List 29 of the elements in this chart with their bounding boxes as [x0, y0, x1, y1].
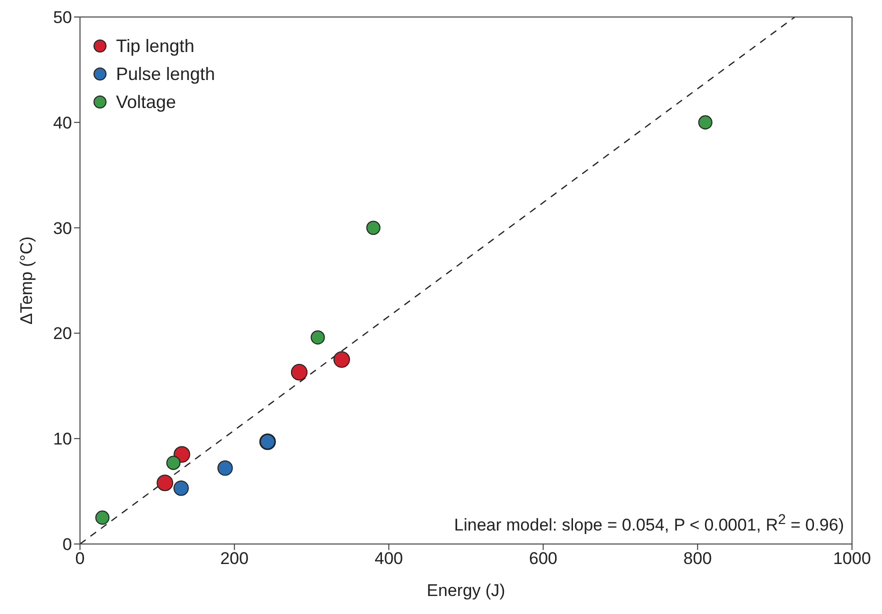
legend-label: Voltage: [116, 91, 176, 114]
point: [366, 220, 380, 235]
point: [166, 456, 181, 470]
point: [173, 480, 189, 496]
point: [174, 446, 190, 463]
x-tick-label: 400: [374, 549, 403, 568]
y-axis-title: ΔTemp (°C): [17, 236, 36, 325]
y-tick-label: 40: [53, 113, 72, 132]
y-tick-label: 50: [53, 8, 72, 28]
point: [310, 330, 325, 345]
point: [217, 460, 233, 476]
point: [333, 351, 350, 368]
annotation: Linear model: slope = 0.054, P < 0.0001, R$^{2}$ = 0.96): [454, 512, 844, 536]
y-tick-label: 10: [53, 430, 72, 449]
point: [95, 510, 110, 525]
point: [290, 364, 308, 380]
y-tick-label: 30: [53, 218, 72, 238]
y-tick-label: 20: [53, 324, 72, 344]
point: [156, 474, 174, 492]
x-tick-label: 1000: [833, 549, 871, 568]
x-axis-title: Energy (J): [426, 581, 506, 600]
x-tick-label: 800: [683, 549, 712, 568]
y-tick-label: 0: [62, 535, 72, 554]
x-tick-label: 200: [220, 549, 249, 568]
legend-label: Pulse length: [116, 63, 216, 86]
x-tick-label: 600: [529, 549, 558, 568]
legend-label: Tip length: [116, 35, 194, 58]
point: [698, 115, 712, 130]
x-tick-label: 0: [75, 549, 85, 568]
